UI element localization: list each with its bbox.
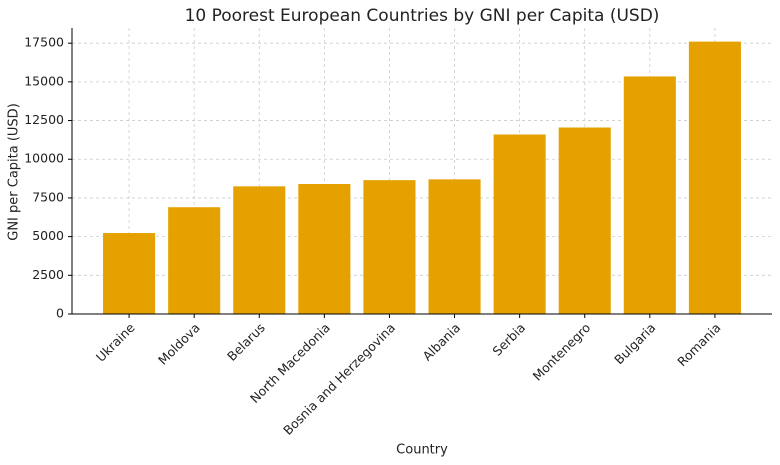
y-axis-label: GNI per Capita (USD) [7,103,22,241]
x-tick-label: Montenegro [530,320,594,384]
x-tick-label: Ukraine [93,320,138,365]
y-tick-label: 5000 [32,228,64,243]
bars [103,41,741,314]
bar [103,233,156,314]
x-axis-label: Country [396,443,448,458]
y-tick-label: 10000 [24,151,64,166]
bar [493,134,546,314]
bar [363,180,416,314]
x-tick-label: Bulgaria [611,320,658,367]
x-tick-label: Bosnia and Herzegovina [280,320,398,438]
bar [168,207,221,314]
x-tick-label: Romania [674,320,723,369]
y-tick-label: 7500 [32,189,64,204]
y-tick-label: 17500 [24,35,64,50]
y-tick-label: 12500 [24,112,64,127]
x-tick-label: Belarus [224,320,268,364]
bar [688,41,741,314]
bar [233,186,286,314]
bar [298,184,351,314]
bar [558,127,611,314]
x-tick-label: Serbia [489,320,528,359]
bar [623,76,676,314]
x-tick-label: Albania [420,320,464,364]
bar [428,179,481,314]
y-tick-label: 15000 [24,73,64,88]
y-tick-label: 0 [56,306,64,321]
x-tick-label: Moldova [155,320,203,368]
y-tick-label: 2500 [32,267,64,282]
chart-title: 10 Poorest European Countries by GNI per… [185,6,660,26]
